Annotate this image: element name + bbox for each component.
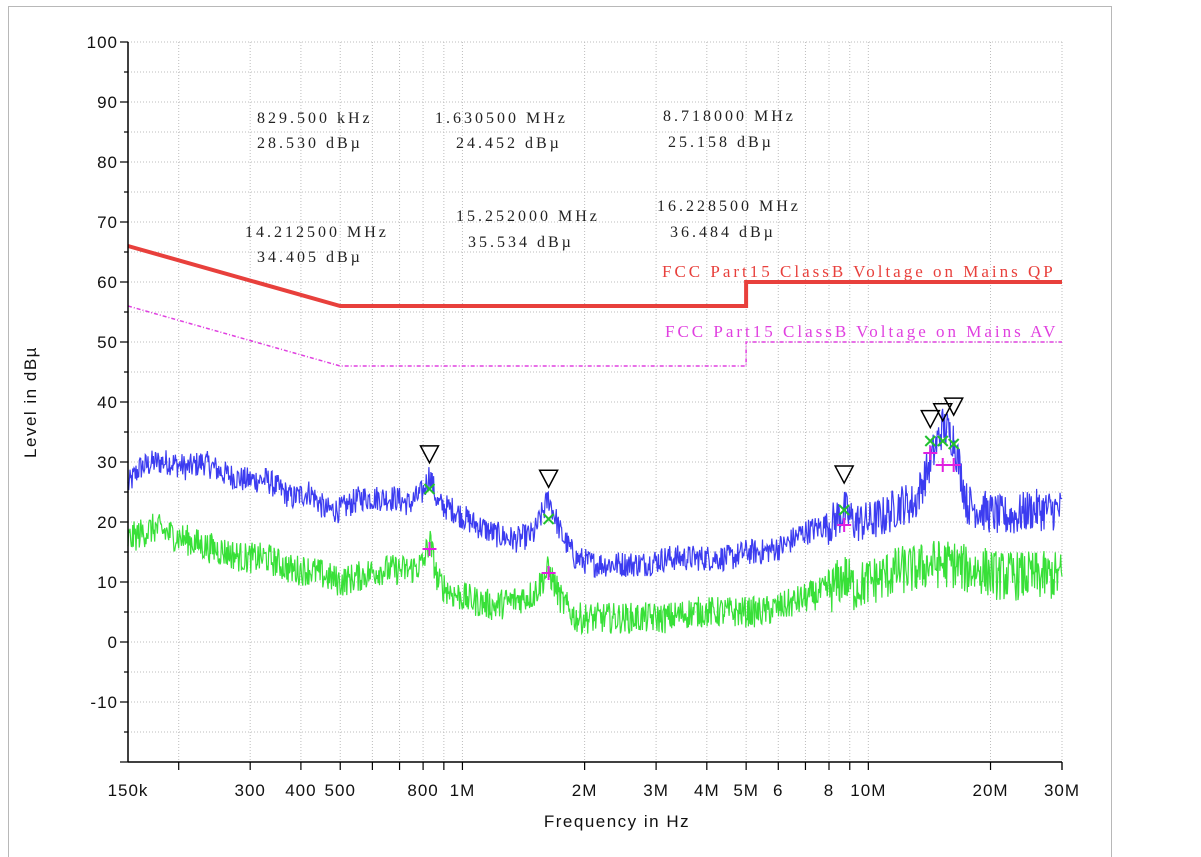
x-tick-label: 8 <box>824 781 834 800</box>
annotation-freq-1: 829.500 kHz <box>257 110 373 127</box>
limit-lines <box>127 244 1062 367</box>
qp-marker <box>838 504 850 516</box>
markers <box>419 397 964 580</box>
x-tick-label: 400 <box>285 781 316 800</box>
y-tick-label: 60 <box>97 273 118 292</box>
annotation-freq-4: 14.212500 MHz <box>245 224 389 241</box>
annotation-freq-5: 15.252000 MHz <box>456 208 600 225</box>
annotation-freq-2: 1.630500 MHz <box>435 110 568 127</box>
annotation-freq-6: 16.228500 MHz <box>657 198 801 215</box>
y-axis-label: Level in dBµ <box>21 346 40 458</box>
y-tick-label: 20 <box>97 513 118 532</box>
y-tick-label: 40 <box>97 393 118 412</box>
x-tick-label: 10M <box>850 781 886 800</box>
y-tick-label: 0 <box>108 633 118 652</box>
y-tick-label: 50 <box>97 333 118 352</box>
annotation-level-1: 28.530 dBµ <box>257 135 363 152</box>
av-marker <box>923 446 938 460</box>
y-tick-label: 30 <box>97 453 118 472</box>
x-tick-label: 300 <box>235 781 266 800</box>
qp-marker <box>542 513 555 525</box>
peak-marker <box>538 469 559 489</box>
chart-frame <box>8 6 1112 857</box>
x-tick-label: 4M <box>694 781 720 800</box>
qp-marker <box>947 438 960 450</box>
x-tick-label: 1M <box>450 781 476 800</box>
x-tick-label: 5M <box>733 781 759 800</box>
x-tick-label: 800 <box>407 781 438 800</box>
y-tick-label: -10 <box>90 693 118 712</box>
x-axis-label: Frequency in Hz <box>544 812 690 831</box>
y-tick-label: 70 <box>97 213 118 232</box>
annotation-freq-3: 8.718000 MHz <box>663 108 796 125</box>
x-tick-label: 150k <box>108 781 149 800</box>
x-tick-label: 30M <box>1044 781 1080 800</box>
trace-peak <box>127 408 1063 578</box>
annotation-level-2: 24.452 dBµ <box>456 135 562 152</box>
peak-marker <box>419 445 440 465</box>
annotation-level-5: 35.534 dBµ <box>468 234 574 251</box>
annotation-level-6: 36.484 dBµ <box>670 224 776 241</box>
av-marker <box>946 458 961 472</box>
annotation-level-3: 25.158 dBµ <box>668 134 774 151</box>
annotation-level-4: 34.405 dBµ <box>257 249 363 266</box>
x-tick-label: 6 <box>773 781 783 800</box>
limit-line-av <box>127 305 1062 367</box>
grid <box>128 41 1063 763</box>
qp-marker <box>924 435 937 447</box>
peak-marker <box>920 409 941 430</box>
qp-marker <box>937 435 949 447</box>
trace-average <box>127 513 1063 636</box>
av-marker <box>422 542 437 556</box>
av-marker <box>541 566 556 580</box>
peak-marker <box>943 397 964 417</box>
peak-marker <box>932 403 953 423</box>
limit-line-qp <box>127 244 1062 308</box>
traces <box>127 408 1063 636</box>
limit-label-av: FCC Part15 ClassB Voltage on Mains AV <box>665 322 1058 341</box>
av-marker <box>837 518 852 532</box>
y-tick-label: 80 <box>97 153 118 172</box>
x-tick-label: 3M <box>643 781 669 800</box>
x-tick-label: 20M <box>972 781 1008 800</box>
y-tick-label: 10 <box>97 573 118 592</box>
axes <box>120 41 1063 770</box>
x-tick-label: 2M <box>572 781 598 800</box>
limit-label-qp: FCC Part15 ClassB Voltage on Mains QP <box>662 262 1056 281</box>
y-tick-label: 90 <box>97 93 118 112</box>
x-tick-label: 500 <box>325 781 356 800</box>
peak-marker <box>833 465 855 485</box>
y-tick-label: 100 <box>87 33 118 52</box>
qp-marker <box>423 483 436 495</box>
